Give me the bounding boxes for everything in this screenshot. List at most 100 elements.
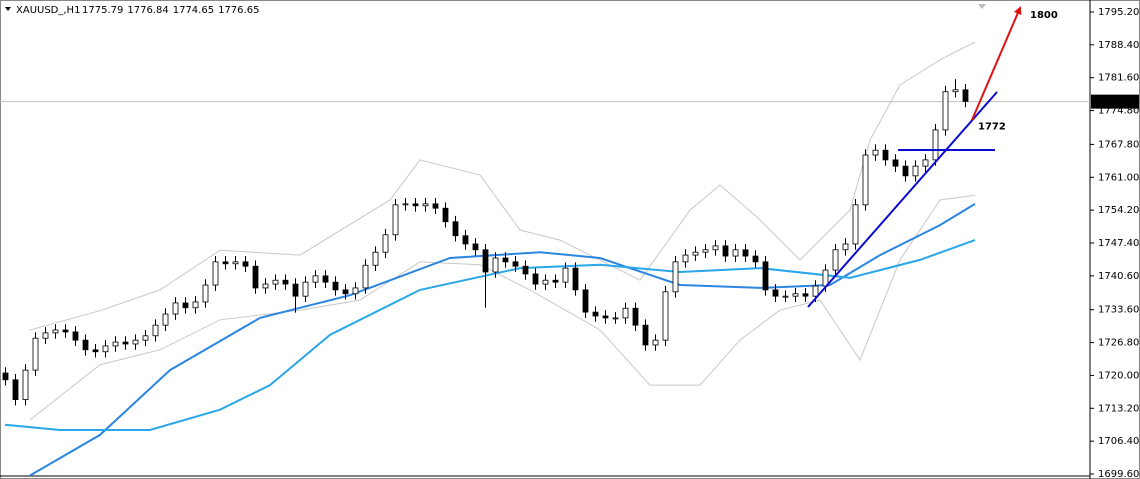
candle-body — [172, 302, 179, 315]
candle-body — [802, 293, 809, 297]
y-tick-label: 1795.20 — [1098, 7, 1139, 18]
candle-body — [472, 243, 479, 251]
y-tick-label: 1754.20 — [1098, 205, 1139, 216]
candle-body — [682, 254, 689, 263]
candle-body — [852, 204, 859, 245]
annotation: 1772 — [978, 122, 1006, 133]
candle-body — [282, 279, 289, 285]
candle-body — [832, 249, 839, 271]
candle-body — [482, 249, 489, 273]
candle-body — [592, 311, 599, 317]
menu-triangle[interactable] — [5, 7, 11, 11]
candle-body — [492, 257, 499, 273]
candle-body — [712, 245, 719, 251]
candle-body — [602, 315, 609, 319]
symbol-title: XAUUSD_,H1 — [16, 5, 80, 16]
candle-body — [232, 261, 239, 265]
candle-body — [612, 317, 619, 320]
candle-body — [152, 324, 159, 337]
header-value: 1775.79 — [82, 5, 123, 16]
candle-body — [312, 275, 319, 283]
candle-body — [102, 345, 109, 353]
candle-body — [962, 89, 969, 102]
candle-body — [522, 265, 529, 275]
candle-body — [952, 89, 959, 93]
candle-body — [542, 279, 549, 285]
candle-body — [392, 204, 399, 236]
candle-body — [882, 149, 889, 161]
header-value: 1776.65 — [218, 5, 259, 16]
candle-body — [692, 251, 699, 256]
candle-body — [72, 331, 79, 341]
candle-body — [82, 339, 89, 351]
header: XAUUSD_,H1 — [16, 5, 80, 16]
candle-body — [862, 154, 869, 206]
candle-body — [622, 307, 629, 319]
candle-body — [652, 339, 659, 346]
candle-body — [722, 245, 729, 257]
candle-body — [272, 279, 279, 285]
candle-body — [572, 267, 579, 291]
candle-body — [842, 243, 849, 251]
candle-body — [302, 281, 309, 297]
candle-body — [342, 289, 349, 295]
candle-body — [442, 207, 449, 223]
candle-body — [2, 372, 9, 381]
candle-body — [412, 203, 419, 207]
candle-body — [512, 261, 519, 267]
candle-body — [122, 341, 129, 345]
candle-body — [502, 257, 509, 263]
candle-body — [332, 281, 339, 291]
candle-body — [422, 203, 429, 207]
y-tick-label: 1699.60 — [1098, 469, 1139, 479]
candle-body — [142, 335, 149, 341]
candle-body — [202, 284, 209, 303]
forecast-arrow — [971, 6, 1022, 121]
candle-body — [732, 249, 739, 257]
candle-body — [772, 289, 779, 297]
candle-body — [112, 341, 119, 347]
candle-body — [212, 261, 219, 286]
y-tick-label: 1788.40 — [1098, 40, 1139, 51]
candle-body — [162, 313, 169, 326]
candle-body — [222, 261, 229, 265]
candle-body — [32, 337, 39, 371]
candle-body — [672, 261, 679, 293]
candle-body — [12, 379, 19, 400]
current-price-label: 1776.65 — [1096, 97, 1137, 108]
candle-body — [132, 339, 139, 345]
y-tick-label: 1713.20 — [1098, 403, 1139, 414]
candle-body — [462, 235, 469, 245]
candle-body — [932, 129, 939, 161]
candle-body — [632, 307, 639, 326]
y-tick-label: 1733.60 — [1098, 305, 1139, 316]
candle-body — [892, 159, 899, 167]
candle-body — [452, 221, 459, 237]
candle-body — [382, 234, 389, 253]
y-tick-label: 1706.40 — [1098, 436, 1139, 447]
candle-body — [322, 275, 329, 283]
candle-body — [762, 261, 769, 291]
candle-body — [562, 267, 569, 283]
y-tick-label: 1740.60 — [1098, 271, 1139, 282]
moving-average — [29, 203, 976, 477]
header-value: 1774.65 — [173, 5, 214, 16]
candle-body — [912, 165, 919, 177]
current-price-box — [1091, 94, 1139, 109]
candle-body — [872, 149, 879, 156]
candle-body — [702, 249, 709, 253]
trend-line — [807, 91, 998, 308]
candle-body — [792, 293, 799, 297]
band-line — [29, 194, 976, 421]
candle-body — [262, 283, 269, 289]
candle-body — [92, 349, 99, 353]
annotation: 1800 — [1030, 10, 1058, 21]
candle-body — [942, 91, 949, 131]
candle-body — [42, 332, 49, 339]
y-tick-label: 1720.00 — [1098, 370, 1139, 381]
candle-body — [742, 249, 749, 257]
candle-body — [352, 287, 359, 295]
